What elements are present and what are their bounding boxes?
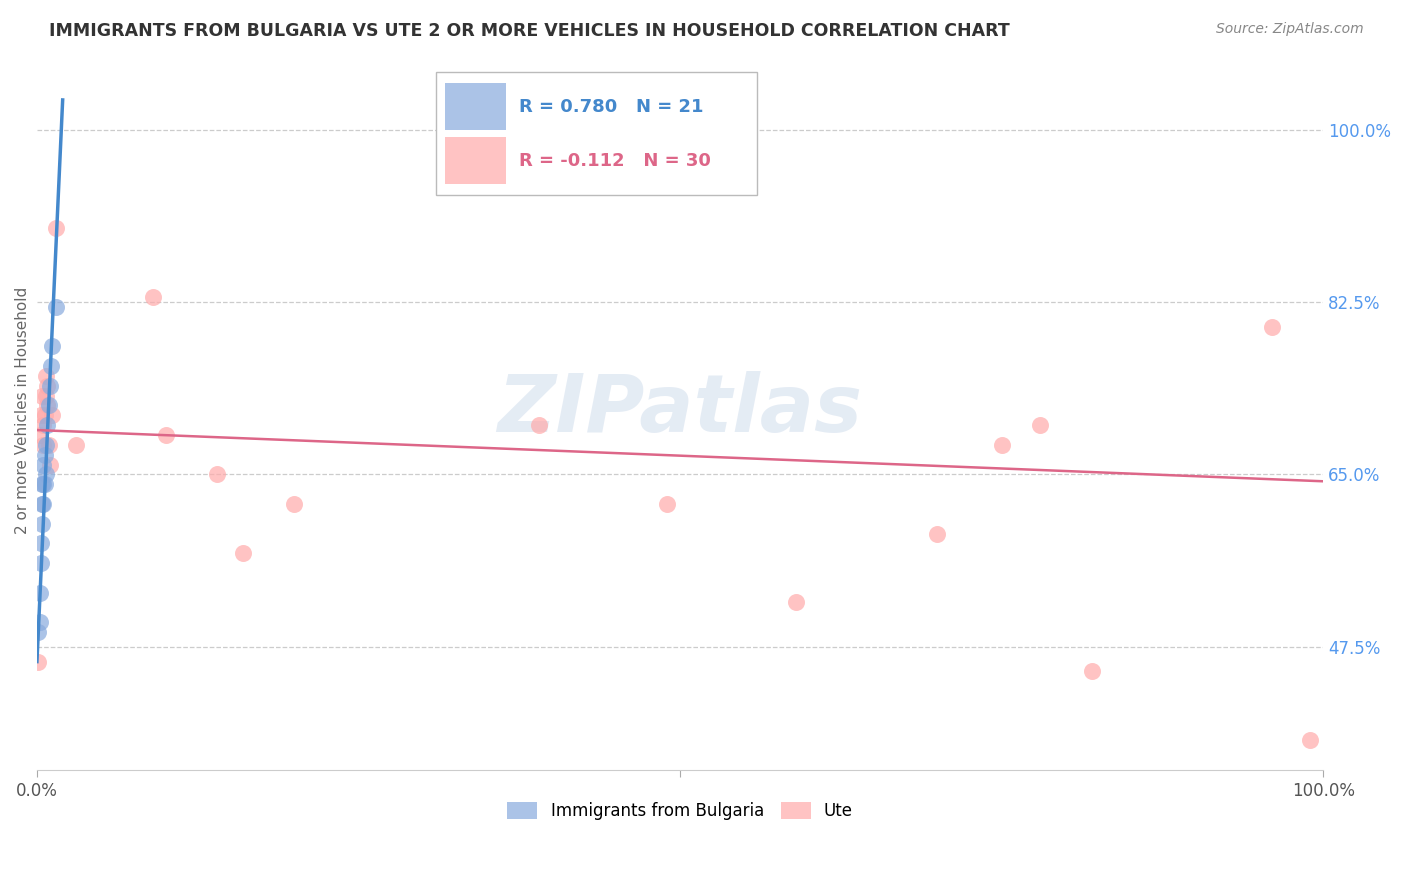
Point (65, 438, 87, 452)
Text: Source: ZipAtlas.com: Source: ZipAtlas.com (1216, 22, 1364, 37)
Point (283, 497, 305, 511)
Point (28, 585, 51, 599)
Point (45, 221, 67, 235)
Point (155, 428, 177, 442)
Point (37, 378, 59, 392)
Point (35, 467, 58, 482)
Text: ZIPatlas: ZIPatlas (498, 371, 862, 450)
Point (35, 438, 58, 452)
Point (34, 409, 56, 423)
Point (38, 458, 60, 472)
Point (38, 398, 60, 412)
Point (30, 409, 52, 423)
Point (990, 438, 1012, 452)
Point (927, 526, 949, 541)
Point (38, 378, 60, 392)
Point (205, 467, 228, 482)
Text: R = -0.112   N = 30: R = -0.112 N = 30 (519, 152, 711, 169)
Point (34, 448, 56, 462)
Point (28, 428, 51, 442)
Point (142, 290, 165, 304)
Point (37, 398, 59, 412)
Point (32, 497, 55, 511)
Point (41, 339, 63, 353)
Point (30, 536, 52, 550)
FancyBboxPatch shape (444, 83, 506, 130)
Point (37, 418, 59, 433)
Point (34, 477, 56, 491)
Legend: Immigrants from Bulgaria, Ute: Immigrants from Bulgaria, Ute (501, 795, 859, 826)
Point (1299, 733, 1322, 747)
Point (31, 516, 53, 531)
Y-axis label: 2 or more Vehicles in Household: 2 or more Vehicles in Household (15, 286, 30, 534)
Point (27, 625, 49, 640)
Point (32, 418, 55, 433)
Point (39, 359, 62, 373)
Point (31, 497, 53, 511)
Point (32, 477, 55, 491)
Point (28, 615, 51, 630)
Point (1260, 319, 1282, 334)
Point (31, 388, 53, 402)
Point (35, 368, 58, 383)
Point (45, 300, 67, 314)
Point (1029, 418, 1052, 433)
Point (657, 497, 679, 511)
Point (32, 438, 55, 452)
Point (785, 595, 807, 609)
Point (32, 458, 55, 472)
Text: R = 0.780   N = 21: R = 0.780 N = 21 (519, 98, 704, 116)
Text: IMMIGRANTS FROM BULGARIA VS UTE 2 OR MORE VEHICLES IN HOUSEHOLD CORRELATION CHAR: IMMIGRANTS FROM BULGARIA VS UTE 2 OR MOR… (49, 22, 1010, 40)
Point (38, 438, 60, 452)
FancyBboxPatch shape (436, 72, 758, 194)
Point (1080, 665, 1102, 679)
Point (527, 418, 550, 433)
Point (30, 556, 52, 570)
FancyBboxPatch shape (444, 137, 506, 184)
Point (35, 388, 58, 402)
Point (27, 655, 49, 669)
Point (31, 477, 53, 491)
Point (41, 409, 63, 423)
Point (232, 546, 254, 560)
